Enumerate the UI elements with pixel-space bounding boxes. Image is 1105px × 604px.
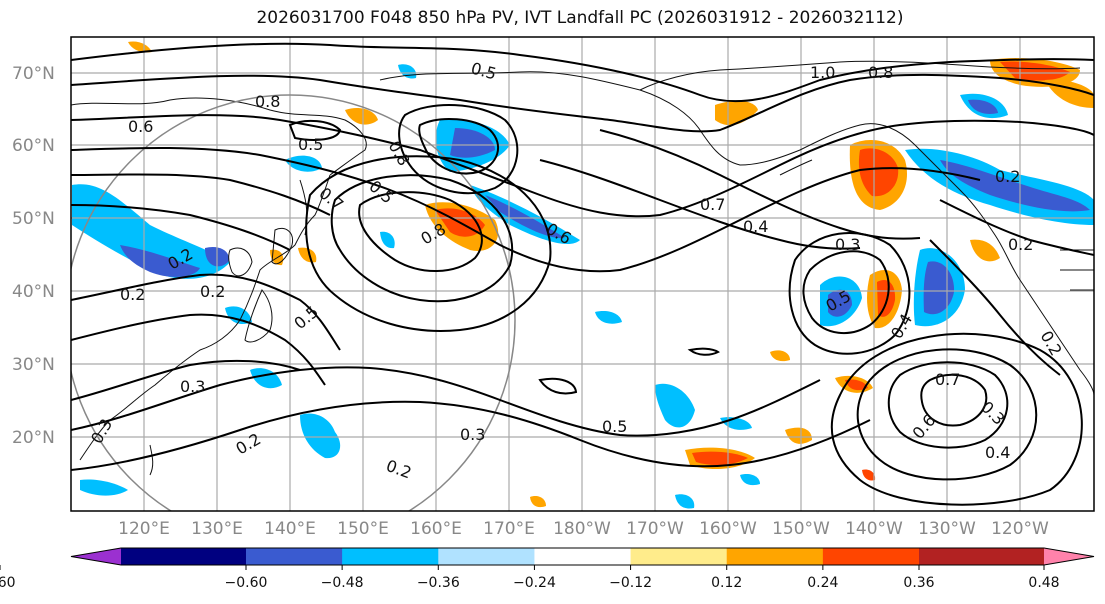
lat-label: 20°N <box>12 428 55 448</box>
lon-label: 140°W <box>845 519 903 539</box>
colorbar-bin <box>726 548 824 565</box>
contour-label: 0.4 <box>743 217 768 236</box>
lat-label: 30°N <box>12 355 55 375</box>
colorbar-tick-label: −0.60 <box>225 575 268 591</box>
colorbar-tick-label: 0.12 <box>711 575 742 591</box>
colorbar-tick-label: 0.60 <box>0 575 16 591</box>
lat-label: 70°N <box>12 64 55 84</box>
contour-label: 0.5 <box>298 135 323 154</box>
contour-label: 0.2 <box>120 285 145 304</box>
lon-label: 130°E <box>191 519 243 539</box>
lon-label: 120°W <box>991 519 1049 539</box>
contour-label: 0.3 <box>460 425 485 444</box>
contour-label: 0.7 <box>700 195 725 214</box>
colorbar: −0.60 −0.48 −0.36 −0.24 −0.12 0.12 0.24 0.36 0.4… <box>0 547 1095 591</box>
map-frame <box>70 36 1095 512</box>
colorbar-tick-label: 0.36 <box>903 575 934 591</box>
colorbar-extend-high <box>1044 548 1094 565</box>
latitude-labels: 70°N 60°N 50°N 40°N 30°N 20°N <box>12 64 55 448</box>
ivt-contours <box>71 42 1094 506</box>
lon-label: 170°W <box>626 519 684 539</box>
lon-label: 150°W <box>772 519 830 539</box>
colorbar-bin <box>342 548 439 565</box>
reference-circle <box>71 94 516 511</box>
lat-label: 50°N <box>12 209 55 229</box>
contour-label: 1.0 <box>810 63 835 82</box>
colorbar-extend-low <box>71 548 121 565</box>
lon-label: 150°E <box>337 519 389 539</box>
colorbar-tick-label: 0.24 <box>807 575 838 591</box>
lon-label: 170°E <box>483 519 535 539</box>
colorbar-tick-label: −0.12 <box>609 575 652 591</box>
colorbar-bin <box>630 548 728 565</box>
lon-label: 180°W <box>553 519 611 539</box>
contour-label: 0.2 <box>1008 235 1033 254</box>
colorbar-bin <box>245 548 343 565</box>
contour-label: 0.8 <box>255 92 280 111</box>
colorbar-bin <box>438 548 535 565</box>
contour-label: 0.2 <box>200 282 225 301</box>
contour-label: 0.2 <box>995 167 1020 186</box>
map-title: 2026031700 F048 850 hPa PV, IVT Landfall… <box>256 8 904 28</box>
contour-label: 0.7 <box>935 370 960 389</box>
longitude-labels: 120°E 130°E 140°E 150°E 160°E 170°E 180°… <box>118 519 1049 539</box>
colorbar-tick-label: 0.48 <box>1028 575 1059 591</box>
colorbar-bin <box>534 548 632 565</box>
pv-shading <box>72 41 1094 509</box>
contour-label: 0.5 <box>602 417 627 436</box>
lon-label: 140°E <box>264 519 316 539</box>
colorbar-tick-label: −0.36 <box>417 575 460 591</box>
colorbar-tick-label: −0.24 <box>513 575 556 591</box>
contour-label: 0.6 <box>128 117 153 136</box>
lon-label: 160°E <box>410 519 462 539</box>
lat-label: 60°N <box>12 136 55 156</box>
colorbar-bin <box>919 548 1045 565</box>
colorbar-tick-label: −0.48 <box>321 575 364 591</box>
contour-label: 0.3 <box>180 377 205 396</box>
lon-label: 160°W <box>699 519 757 539</box>
colorbar-bin <box>822 548 920 565</box>
contour-label: 0.3 <box>835 235 860 254</box>
contour-label: 0.8 <box>868 63 893 82</box>
lon-label: 130°W <box>918 519 976 539</box>
contour-label: 0.4 <box>985 443 1010 462</box>
lon-label: 120°E <box>118 519 170 539</box>
colorbar-bin <box>121 548 247 565</box>
lat-label: 40°N <box>12 282 55 302</box>
colorbar-outline <box>70 547 1095 566</box>
